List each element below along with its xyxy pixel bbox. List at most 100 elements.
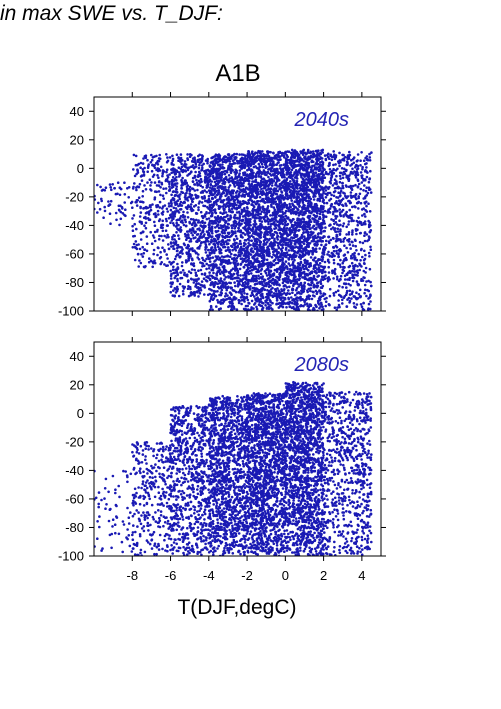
data-point xyxy=(165,224,169,227)
data-point xyxy=(177,294,181,298)
data-point xyxy=(172,241,175,244)
data-point xyxy=(258,243,262,246)
data-point xyxy=(233,289,236,293)
data-point xyxy=(319,236,322,239)
data-point xyxy=(202,224,206,227)
data-point xyxy=(197,287,201,290)
data-point xyxy=(221,258,225,262)
data-point xyxy=(289,267,292,271)
data-point xyxy=(195,181,199,184)
data-point xyxy=(297,255,301,259)
data-point xyxy=(214,229,218,233)
data-point xyxy=(293,279,296,283)
data-point xyxy=(194,170,197,174)
data-point xyxy=(158,234,161,238)
data-point xyxy=(179,200,183,204)
data-point xyxy=(239,263,242,266)
data-point xyxy=(270,205,273,208)
data-point xyxy=(259,179,263,183)
data-point xyxy=(186,207,189,211)
data-point xyxy=(217,189,221,192)
data-point xyxy=(172,265,175,269)
data-point xyxy=(175,231,178,234)
data-point xyxy=(282,299,285,303)
data-point xyxy=(307,251,310,254)
data-point xyxy=(220,270,223,274)
data-point xyxy=(194,222,197,226)
data-point xyxy=(219,307,222,310)
data-point xyxy=(153,166,157,170)
data-point xyxy=(175,209,178,213)
data-point xyxy=(215,256,219,259)
data-point xyxy=(281,222,285,226)
data-point xyxy=(179,226,182,229)
data-point xyxy=(184,220,187,224)
data-point xyxy=(257,266,261,269)
data-point xyxy=(174,182,177,185)
data-point xyxy=(272,253,275,256)
data-point xyxy=(155,184,159,187)
data-point xyxy=(293,190,297,193)
data-point xyxy=(236,285,240,288)
data-point xyxy=(134,154,138,158)
data-point xyxy=(321,305,324,309)
data-point xyxy=(182,210,185,214)
data-point xyxy=(144,211,148,215)
data-point xyxy=(137,265,140,268)
data-point xyxy=(139,161,143,165)
data-point xyxy=(241,248,244,252)
data-point xyxy=(252,235,255,239)
data-point xyxy=(284,280,288,283)
data-point xyxy=(194,161,197,164)
data-point xyxy=(244,233,247,236)
data-point xyxy=(269,288,273,291)
data-point xyxy=(263,288,267,292)
data-point xyxy=(271,274,275,277)
data-point xyxy=(209,183,213,186)
data-point xyxy=(248,269,252,273)
data-point xyxy=(269,284,272,288)
data-point xyxy=(226,201,229,204)
data-point xyxy=(211,232,214,235)
data-point xyxy=(201,219,204,223)
data-point xyxy=(238,212,241,215)
data-point xyxy=(254,185,257,188)
data-point xyxy=(320,223,324,226)
data-point xyxy=(191,227,195,231)
data-point xyxy=(281,215,285,219)
data-point xyxy=(228,184,232,187)
data-point xyxy=(310,297,314,301)
data-point xyxy=(218,186,222,189)
data-point xyxy=(246,194,250,197)
data-point xyxy=(303,204,306,207)
data-point xyxy=(215,272,218,276)
data-point xyxy=(146,181,149,184)
data-point xyxy=(271,211,275,215)
data-point xyxy=(207,248,210,252)
data-point xyxy=(253,286,256,290)
data-point xyxy=(278,258,282,262)
data-point xyxy=(306,234,310,238)
data-point xyxy=(135,227,138,231)
data-point xyxy=(219,272,222,276)
data-point xyxy=(193,159,197,162)
data-point xyxy=(229,297,232,301)
data-point xyxy=(162,187,165,190)
data-point xyxy=(167,202,171,205)
data-point xyxy=(227,232,230,236)
data-point xyxy=(259,272,263,276)
data-point xyxy=(181,168,185,172)
data-point xyxy=(200,164,204,167)
data-point xyxy=(211,197,215,200)
data-point xyxy=(239,257,243,261)
data-point xyxy=(305,302,309,306)
data-point xyxy=(272,292,276,295)
data-point xyxy=(197,277,200,281)
data-point xyxy=(227,285,230,289)
data-point xyxy=(296,208,300,211)
data-point xyxy=(217,240,221,244)
data-point xyxy=(183,232,187,236)
data-point xyxy=(161,226,164,229)
data-point xyxy=(314,171,318,174)
data-point xyxy=(173,257,177,261)
